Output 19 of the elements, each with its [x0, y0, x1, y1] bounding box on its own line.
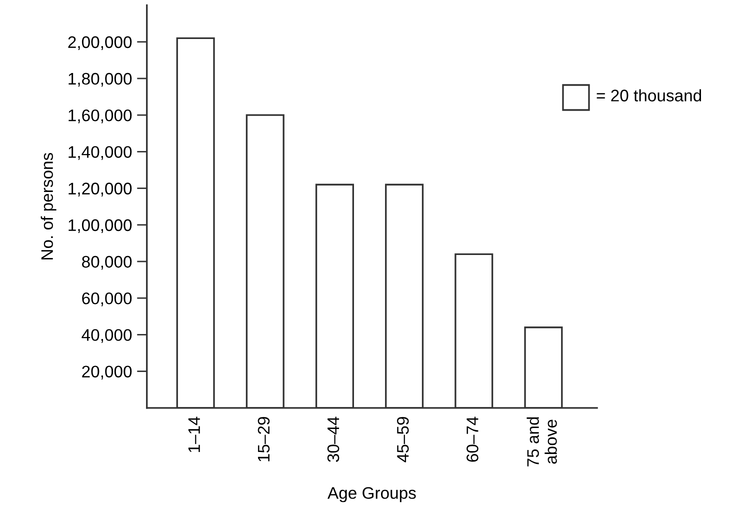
y-tick-label: 1,40,000 — [68, 146, 132, 160]
x-axis-title: Age Groups — [328, 487, 416, 502]
y-tick-label: 1,80,000 — [68, 72, 132, 87]
y-axis-title: No. of persons — [40, 152, 56, 260]
x-tick-label: 30–44 — [327, 416, 340, 462]
y-tick-label: 1,20,000 — [68, 182, 132, 196]
x-tick-label: 45–59 — [396, 417, 409, 462]
x-tick-label: 1–14 — [188, 416, 200, 452]
y-tick-label: 60,000 — [82, 292, 132, 306]
y-tick-label: 40,000 — [82, 329, 132, 343]
y-tick-label: 1,60,000 — [68, 109, 132, 124]
y-tick-label: 2,00,000 — [68, 36, 132, 50]
y-tick-label: 20,000 — [82, 366, 132, 380]
y-tick-label: 80,000 — [82, 256, 132, 270]
x-tick-label: 75 and above — [526, 417, 557, 466]
y-tick-label: 1,00,000 — [68, 219, 132, 234]
annotation: = 20 thousand — [596, 89, 702, 102]
x-tick-label: 60–74 — [466, 416, 478, 462]
x-tick-label: 15–29 — [258, 417, 270, 462]
